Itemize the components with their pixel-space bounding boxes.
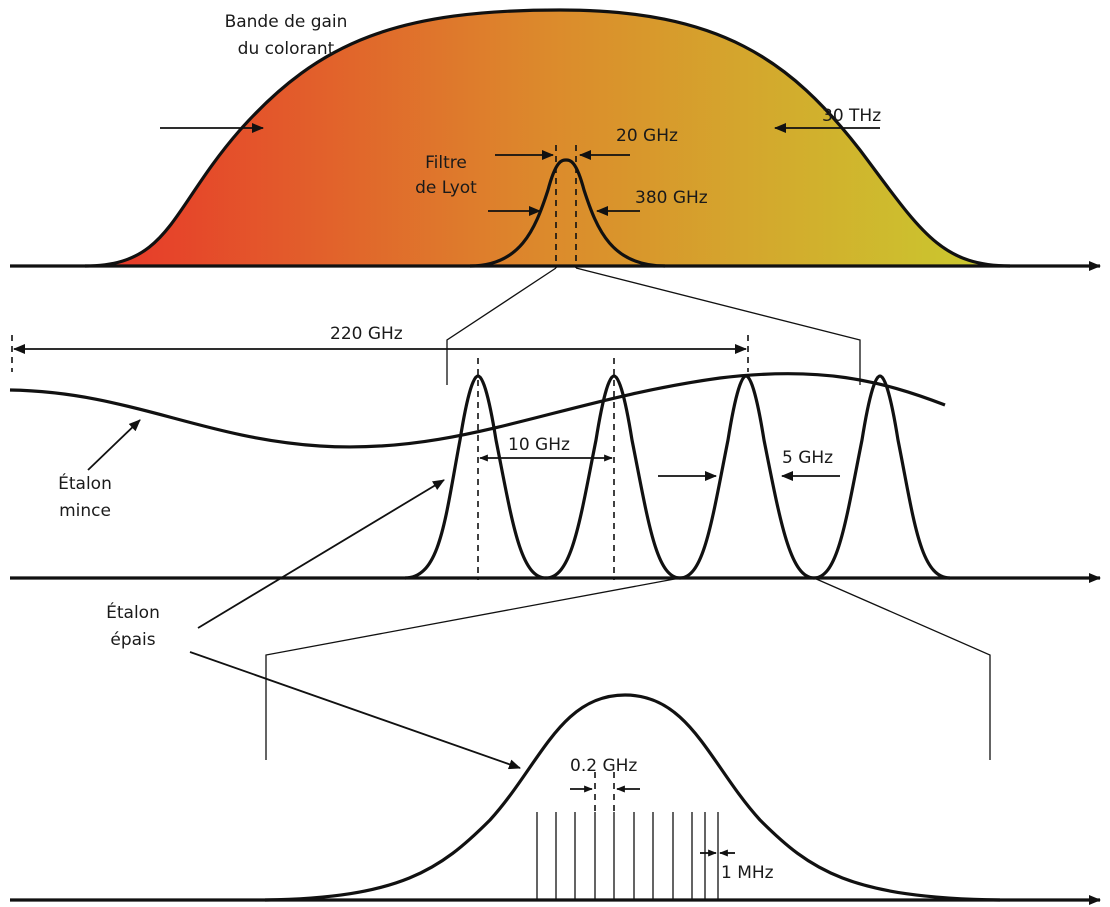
thick-etalon-label-2: épais (110, 630, 155, 650)
thick-etalon-peaks (404, 374, 951, 580)
width-30thz-label: 30 THz (822, 106, 881, 126)
thin-etalon-curve (9, 372, 946, 449)
span-220ghz-label: 220 GHz (330, 324, 403, 344)
panel-modes: 0.2 GHz 1 MHz (10, 693, 1101, 905)
thick-etalon-pointer-2 (189, 651, 521, 770)
panel-etalons: 220 GHz 10 GHz 5 GHz Étalon mince Étalon… (9, 324, 1101, 770)
zoom-line-1-left (446, 267, 557, 385)
gain-band-label-2: du colorant (238, 39, 335, 59)
thin-etalon-label-1: Étalon (58, 472, 112, 494)
zoom-lines-1 (446, 267, 861, 385)
spacing-10ghz-label: 10 GHz (508, 435, 570, 455)
lyot-label-2: de Lyot (415, 178, 477, 198)
width-5ghz-label: 5 GHz (782, 448, 833, 468)
mode-1mhz-label: 1 MHz (721, 863, 774, 883)
lyot-label-1: Filtre (425, 153, 467, 173)
thin-etalon-label-2: mince (59, 501, 111, 521)
gain-band-outline (84, 8, 1011, 268)
spacing-02ghz-label: 0.2 GHz (570, 756, 637, 776)
thin-etalon-pointer (87, 419, 141, 471)
zoom-lines-2 (265, 577, 991, 760)
lyot-filter-curve (469, 158, 666, 268)
gain-band-label-1: Bande de gain (225, 12, 348, 32)
panel-gain-band: Bande de gain du colorant 30 THz Filtre … (10, 8, 1101, 271)
thick-etalon-pointer-1 (197, 479, 445, 629)
etalon-peak-zoomed (264, 693, 1001, 902)
width-20ghz-label: 20 GHz (616, 126, 678, 146)
zoom-line-2-left (265, 577, 681, 760)
zoom-line-1-right (575, 267, 861, 385)
width-380ghz-label: 380 GHz (635, 188, 708, 208)
cavity-modes (536, 812, 719, 900)
zoom-line-2-right (813, 577, 991, 760)
gain-band-curve (85, 10, 1010, 266)
thick-etalon-label-1: Étalon (106, 601, 160, 623)
